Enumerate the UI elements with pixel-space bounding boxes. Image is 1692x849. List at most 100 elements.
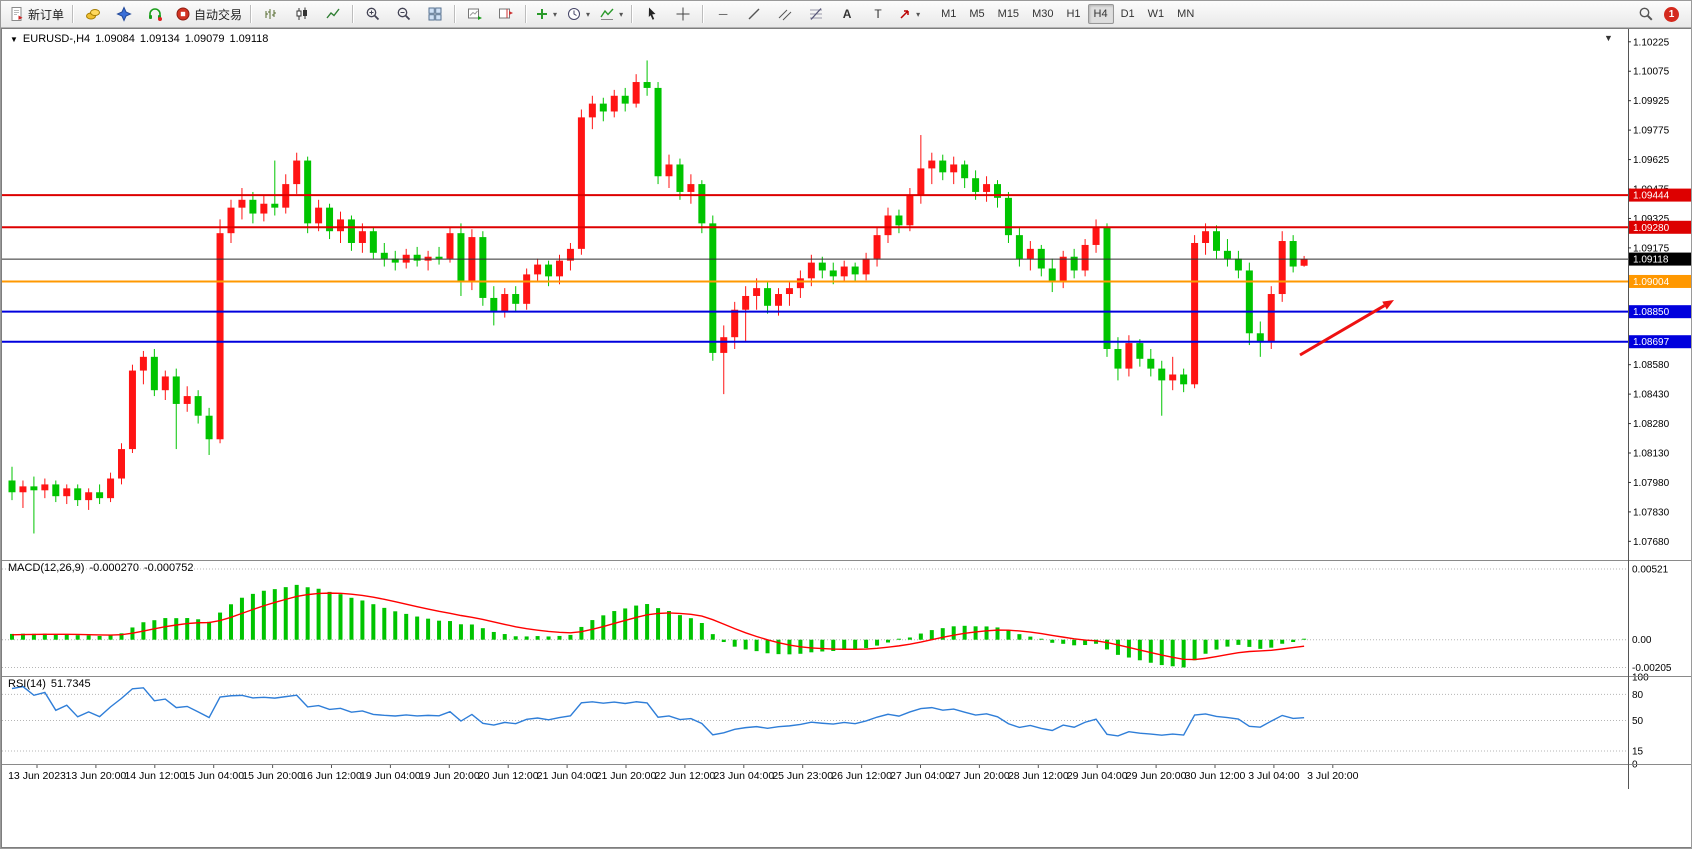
candle — [1289, 235, 1297, 273]
price-axis-label: 1.09775 — [1633, 126, 1670, 137]
tile-windows-icon — [427, 6, 443, 22]
candle — [785, 282, 793, 306]
autotrading-button[interactable]: 自动交易 — [171, 2, 246, 26]
price-axis-label: 1.08580 — [1633, 360, 1670, 371]
candle — [446, 227, 454, 263]
macd-axis-label: 0.00521 — [1632, 565, 1669, 576]
candle — [369, 227, 377, 259]
tf-button-M30[interactable]: M30 — [1032, 8, 1054, 20]
arrow-tools-button[interactable]: ▾ — [894, 2, 924, 26]
candle — [994, 180, 1001, 208]
time-axis-label: 26 Jun 12:00 — [831, 770, 892, 782]
tf-button-MN[interactable]: MN — [1177, 8, 1195, 20]
price-axis-label: 1.08130 — [1633, 449, 1670, 460]
cursor-icon — [644, 6, 660, 22]
candle — [523, 268, 531, 310]
new-chart-button[interactable]: ▾ — [531, 2, 561, 26]
clock-icon — [566, 6, 582, 22]
chevron-down-icon: ▾ — [619, 9, 624, 19]
svg-text:1.09004: 1.09004 — [1633, 277, 1670, 288]
time-axis-label: 29 Jun 20:00 — [1126, 770, 1187, 782]
chart-canvas[interactable]: 0.005210.00-0.0020510080501501.102251.10… — [2, 29, 1692, 847]
candle — [118, 443, 125, 485]
tf-button-W1[interactable]: W1 — [1147, 8, 1165, 20]
candle — [457, 223, 465, 296]
navigator-button[interactable] — [109, 2, 139, 26]
crosshair-button[interactable] — [668, 2, 698, 26]
bar-chart-button[interactable] — [256, 2, 286, 26]
search-button[interactable] — [1631, 2, 1661, 26]
zoom-out-button[interactable] — [389, 2, 419, 26]
search-icon — [1638, 6, 1654, 22]
arrow-annotation[interactable] — [1299, 300, 1394, 357]
time-axis-label: 15 Jun 20:00 — [242, 770, 303, 782]
line-chart-button[interactable] — [318, 2, 348, 26]
candle — [1092, 219, 1100, 253]
horizontal-line-icon: ─ — [718, 7, 728, 21]
candle — [30, 476, 38, 534]
price-axis-label: 1.08430 — [1633, 390, 1670, 401]
indicators-button[interactable]: ▾ — [595, 2, 627, 26]
horizontal-line-button[interactable]: ─ — [708, 2, 738, 26]
new-order-icon — [9, 6, 25, 22]
separator — [525, 5, 528, 23]
text-button[interactable]: A — [832, 2, 862, 26]
candle — [479, 231, 487, 306]
label-button[interactable]: T — [863, 2, 893, 26]
candle — [676, 158, 684, 200]
price-badge-1.09280: 1.09280 — [1629, 220, 1691, 234]
chevron-down-icon: ▾ — [916, 9, 921, 19]
candlestick-chart-button[interactable] — [287, 2, 317, 26]
candle — [687, 174, 695, 204]
terminal-button[interactable] — [140, 2, 170, 26]
rsi-line — [11, 685, 1305, 737]
new-order-button[interactable]: 新订单 — [5, 2, 68, 26]
candle — [1158, 360, 1166, 416]
tf-button-M5[interactable]: M5 — [969, 8, 985, 20]
candle — [588, 95, 596, 130]
candle — [643, 60, 651, 96]
time-axis-label: 16 Jun 12:00 — [301, 770, 362, 782]
trendline-button[interactable] — [739, 2, 769, 26]
candle — [96, 484, 104, 505]
candle — [1223, 239, 1231, 267]
zoom-in-button[interactable] — [358, 2, 388, 26]
profiles-button[interactable] — [78, 2, 108, 26]
candle — [1256, 321, 1264, 357]
tf-button-H1[interactable]: H1 — [1066, 8, 1081, 20]
time-axis-label: 20 Jun 12:00 — [478, 770, 539, 782]
tf-button-M15[interactable]: M15 — [997, 8, 1020, 20]
tf-button-H4[interactable]: H4 — [1087, 4, 1114, 24]
chart-shift-button[interactable] — [491, 2, 521, 26]
candle — [41, 478, 49, 499]
period-selector-button[interactable]: ▾ — [562, 2, 594, 26]
candle — [85, 488, 93, 510]
text-icon: A — [842, 7, 852, 21]
price-axis-label: 1.07680 — [1633, 537, 1670, 548]
cursor-button[interactable] — [637, 2, 667, 26]
candle — [1081, 239, 1089, 277]
fibonacci-button[interactable] — [801, 2, 831, 26]
auto-scroll-button[interactable] — [460, 2, 490, 26]
tf-button-D1[interactable]: D1 — [1120, 8, 1135, 20]
notification-badge[interactable]: 1 — [1664, 6, 1679, 22]
candle — [961, 160, 969, 189]
candle — [764, 282, 772, 314]
chart-collapse-icon[interactable]: ▼ — [1604, 33, 1613, 43]
time-axis-label: 27 Jun 20:00 — [949, 770, 1010, 782]
tile-windows-button[interactable] — [420, 2, 450, 26]
time-axis-label: 3 Jul 04:00 — [1248, 770, 1300, 782]
candle — [260, 195, 268, 222]
time-axis-label: 21 Jun 20:00 — [596, 770, 657, 782]
channel-button[interactable] — [770, 2, 800, 26]
chart-background — [2, 29, 1691, 847]
candle — [1015, 227, 1023, 267]
bar-chart-icon — [263, 6, 279, 22]
candle — [621, 87, 629, 112]
candle — [665, 154, 673, 189]
tf-button-M1[interactable]: M1 — [941, 8, 957, 20]
headset-icon — [147, 6, 163, 22]
price-axis-label: 1.07980 — [1633, 478, 1670, 489]
